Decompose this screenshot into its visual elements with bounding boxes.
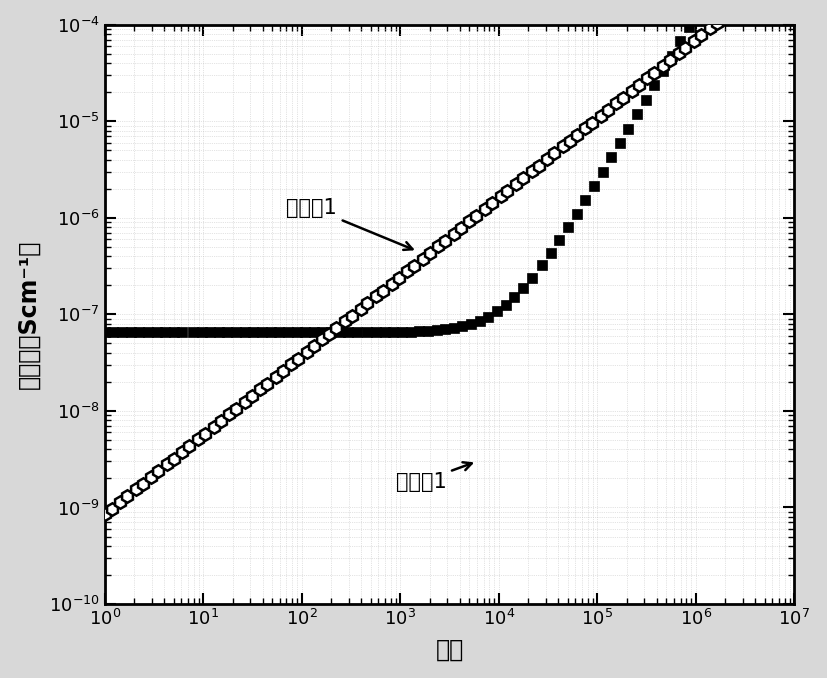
Y-axis label: 电导率（Scm⁻¹）: 电导率（Scm⁻¹）	[17, 240, 41, 389]
Text: 实施例1: 实施例1	[286, 198, 413, 250]
Text: 对比例1: 对比例1	[396, 462, 471, 492]
X-axis label: 频率: 频率	[435, 637, 464, 661]
